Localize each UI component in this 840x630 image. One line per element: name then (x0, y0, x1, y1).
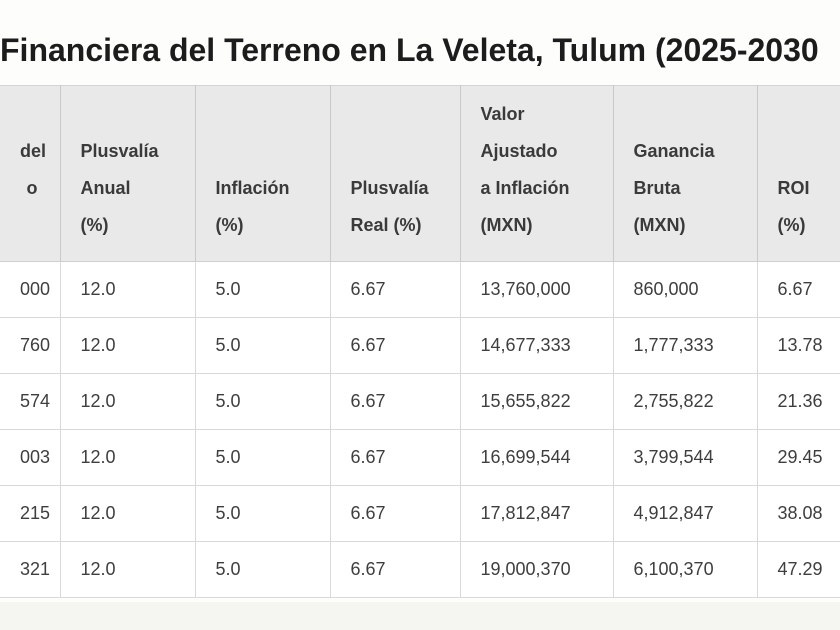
table-row: 000 12.0 5.0 6.67 13,760,000 860,000 6.6… (0, 261, 840, 318)
table-row: 321 12.0 5.0 6.67 19,000,370 6,100,370 4… (0, 541, 840, 598)
cell-inflacion: 5.0 (195, 373, 331, 430)
cell-ganancia-bruta: 860,000 (613, 261, 758, 318)
cell-plusvalia-anual: 12.0 (60, 485, 196, 542)
cell-valor-ajustado: 14,677,333 (460, 317, 614, 374)
cell-roi: 47.29 (757, 541, 840, 598)
cell-inflacion: 5.0 (195, 541, 331, 598)
table-row: 003 12.0 5.0 6.67 16,699,544 3,799,544 2… (0, 429, 840, 486)
cell-roi: 6.67 (757, 261, 840, 318)
table-header-row: del o Plusvalía Anual (%) Inflación (%) … (0, 85, 840, 262)
table-row: 215 12.0 5.0 6.67 17,812,847 4,912,847 3… (0, 485, 840, 542)
cell-ganancia-bruta: 2,755,822 (613, 373, 758, 430)
cell-plusvalia-real: 6.67 (330, 261, 461, 318)
table-viewport: del o Plusvalía Anual (%) Inflación (%) … (0, 85, 840, 602)
cell-valor-terreno-clipped: 215 (0, 485, 61, 542)
cell-valor-ajustado: 16,699,544 (460, 429, 614, 486)
table-row: 574 12.0 5.0 6.67 15,655,822 2,755,822 2… (0, 373, 840, 430)
cell-ganancia-bruta: 3,799,544 (613, 429, 758, 486)
cell-ganancia-bruta: 4,912,847 (613, 485, 758, 542)
cell-plusvalia-anual: 12.0 (60, 541, 196, 598)
cell-valor-ajustado: 15,655,822 (460, 373, 614, 430)
cell-plusvalia-anual: 12.0 (60, 429, 196, 486)
cell-valor-terreno-clipped: 574 (0, 373, 61, 430)
col-header-valor-terreno-clipped: del o (0, 85, 61, 262)
col-header-roi: ROI (%) (757, 85, 840, 262)
cell-plusvalia-real: 6.67 (330, 541, 461, 598)
cell-plusvalia-real: 6.67 (330, 485, 461, 542)
cell-plusvalia-anual: 12.0 (60, 317, 196, 374)
cell-inflacion: 5.0 (195, 261, 331, 318)
cell-roi: 13.78 (757, 317, 840, 374)
cell-valor-terreno-clipped: 000 (0, 261, 61, 318)
col-header-plusvalia-real: Plusvalía Real (%) (330, 85, 461, 262)
cell-ganancia-bruta: 1,777,333 (613, 317, 758, 374)
col-header-plusvalia-anual: Plusvalía Anual (%) (60, 85, 196, 262)
table-row: 760 12.0 5.0 6.67 14,677,333 1,777,333 1… (0, 317, 840, 374)
cell-valor-ajustado: 13,760,000 (460, 261, 614, 318)
cell-inflacion: 5.0 (195, 485, 331, 542)
cell-valor-ajustado: 17,812,847 (460, 485, 614, 542)
cell-roi: 29.45 (757, 429, 840, 486)
cell-roi: 21.36 (757, 373, 840, 430)
cell-plusvalia-real: 6.67 (330, 373, 461, 430)
cell-valor-terreno-clipped: 760 (0, 317, 61, 374)
cell-inflacion: 5.0 (195, 317, 331, 374)
page-background-strip (0, 602, 840, 630)
projection-table: del o Plusvalía Anual (%) Inflación (%) … (0, 85, 840, 598)
cell-inflacion: 5.0 (195, 429, 331, 486)
cell-plusvalia-real: 6.67 (330, 429, 461, 486)
cell-ganancia-bruta: 6,100,370 (613, 541, 758, 598)
col-header-ganancia-bruta: Ganancia Bruta (MXN) (613, 85, 758, 262)
cell-valor-terreno-clipped: 003 (0, 429, 61, 486)
cell-valor-terreno-clipped: 321 (0, 541, 61, 598)
cell-valor-ajustado: 19,000,370 (460, 541, 614, 598)
cell-roi: 38.08 (757, 485, 840, 542)
col-header-inflacion: Inflación (%) (195, 85, 331, 262)
cell-plusvalia-anual: 12.0 (60, 261, 196, 318)
cell-plusvalia-real: 6.67 (330, 317, 461, 374)
col-header-valor-ajustado-inflacion: Valor Ajustado a Inflación (MXN) (460, 85, 614, 262)
page-title: Financiera del Terreno en La Veleta, Tul… (0, 32, 819, 68)
cell-plusvalia-anual: 12.0 (60, 373, 196, 430)
